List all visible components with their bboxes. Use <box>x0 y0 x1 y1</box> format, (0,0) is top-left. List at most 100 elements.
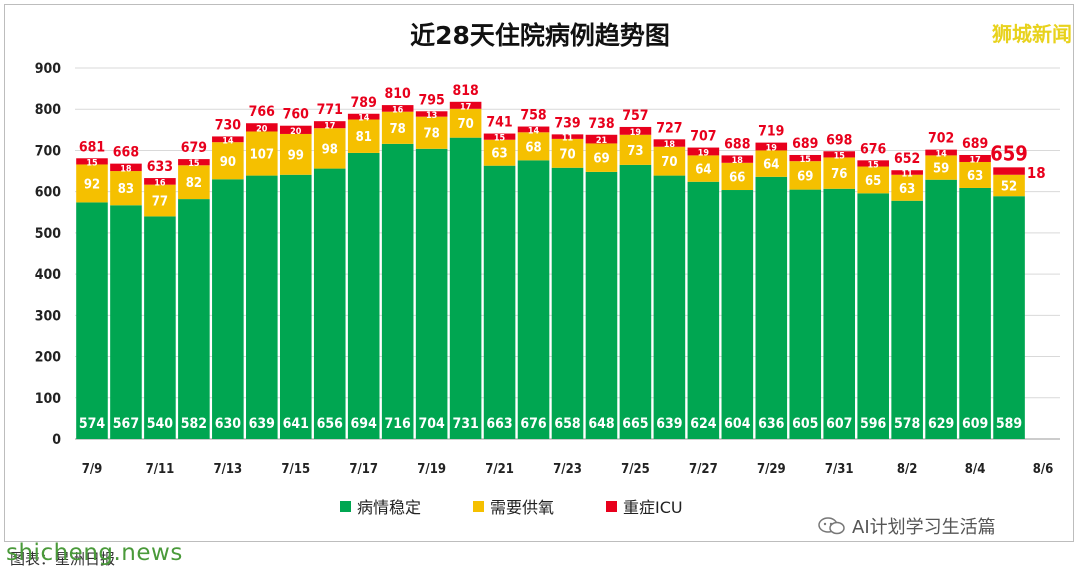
data-label-stable: 605 <box>792 416 818 432</box>
bar-segment-stable <box>925 179 957 439</box>
bar-segment-stable <box>313 168 346 440</box>
data-label-oxygen: 81 <box>356 130 372 145</box>
x-tick-label: 7/31 <box>825 462 854 477</box>
data-label-stable: 641 <box>283 416 309 432</box>
data-label-total: 739 <box>554 115 580 131</box>
data-label-icu: 17 <box>460 102 471 112</box>
data-label-oxygen: 69 <box>593 152 609 167</box>
bar-segment-icu <box>925 149 957 156</box>
bar-segment-stable <box>959 187 991 439</box>
bar-segment-stable <box>823 188 856 439</box>
data-label-icu: 18 <box>120 164 132 174</box>
data-label-stable: 656 <box>317 416 344 432</box>
y-tick-label: 300 <box>35 308 62 324</box>
data-label-oxygen: 83 <box>118 182 134 197</box>
data-label-oxygen: 107 <box>250 148 274 163</box>
y-tick-label: 200 <box>35 350 62 366</box>
y-tick-label: 600 <box>35 185 62 201</box>
data-label-oxygen: 70 <box>661 155 677 170</box>
data-label-oxygen: 59 <box>933 162 949 177</box>
bar-segment-icu <box>76 158 108 165</box>
bar-segment-stable <box>76 202 108 439</box>
wechat-watermark: AI计划学习生活篇 <box>818 513 996 539</box>
data-label-total: 810 <box>385 86 412 102</box>
bar-segment-stable <box>110 205 142 439</box>
data-label-total: 727 <box>656 120 682 136</box>
bar-segment-icu <box>246 123 278 132</box>
bar-segment-oxygen <box>993 174 1025 197</box>
legend-item-oxygen: 需要供氧 <box>473 494 554 518</box>
bar-segment-stable <box>619 164 652 439</box>
data-label-oxygen: 52 <box>1001 179 1017 194</box>
bar-segment-icu <box>551 134 584 139</box>
bar-segment-oxygen <box>721 162 754 191</box>
y-tick-label: 100 <box>35 391 62 407</box>
legend-item-stable: 病情稳定 <box>340 494 421 518</box>
data-label-icu: 19 <box>630 128 642 138</box>
x-tick-label: 7/25 <box>621 462 650 477</box>
data-label-total: 679 <box>181 140 207 156</box>
data-label-stable: 648 <box>588 416 614 432</box>
legend-label-oxygen: 需要供氧 <box>490 498 555 517</box>
data-label-oxygen: 76 <box>831 167 847 182</box>
bar-segment-icu <box>959 154 991 162</box>
bar-segment-stable <box>144 216 176 439</box>
bar-segment-stable <box>246 175 278 439</box>
data-label-total: 818 <box>452 83 478 99</box>
bar-segment-icu <box>585 134 618 144</box>
bar-segment-stable <box>381 143 414 440</box>
data-label-total: 681 <box>79 139 105 155</box>
data-label-stable: 604 <box>724 416 751 432</box>
data-label-total: 766 <box>249 104 276 120</box>
bar-segment-stable <box>789 189 822 439</box>
y-tick-label: 900 <box>35 61 62 77</box>
bar-segment-stable <box>279 174 312 439</box>
x-tick-label: 7/15 <box>281 462 310 477</box>
bar-segment-oxygen <box>585 143 618 172</box>
data-label-stable: 636 <box>758 416 785 432</box>
data-label-oxygen: 78 <box>423 127 439 142</box>
bar-segment-oxygen <box>313 128 346 169</box>
data-label-total: 795 <box>418 92 444 108</box>
bar-segment-icu <box>993 167 1025 175</box>
bar-segment-icu <box>483 133 516 140</box>
y-tick-label: 800 <box>35 102 62 118</box>
legend-swatch-stable <box>340 500 351 512</box>
bar-segment-stable <box>178 199 210 439</box>
data-label-total: 730 <box>215 117 242 133</box>
bar-segment-icu <box>517 126 550 133</box>
data-label-total: 698 <box>826 132 852 148</box>
data-label-stable: 596 <box>860 416 887 432</box>
data-label-total: 633 <box>147 159 173 175</box>
site-watermark: shicheng.news <box>6 540 183 566</box>
x-tick-label: 8/6 <box>1033 462 1054 477</box>
data-label-icu: 19 <box>766 144 778 154</box>
bar-segment-icu <box>619 126 652 135</box>
data-label-total: 760 <box>283 107 310 123</box>
legend-swatch-oxygen <box>473 500 485 512</box>
data-label-total: 659 <box>990 141 1028 165</box>
data-label-stable: 694 <box>351 416 378 432</box>
x-tick-label: 7/19 <box>417 462 446 477</box>
data-label-stable: 629 <box>928 416 954 432</box>
data-label-icu: 16 <box>154 178 166 188</box>
x-tick-label: 7/11 <box>146 462 175 477</box>
bar-segment-stable <box>449 137 482 439</box>
bar-segment-oxygen <box>959 161 991 188</box>
data-label-total: 758 <box>520 108 546 124</box>
data-label-icu: 19 <box>698 148 710 158</box>
bar-segment-oxygen <box>347 119 380 153</box>
data-label-icu: 15 <box>868 160 880 170</box>
bar-segment-stable <box>993 196 1025 439</box>
bar-segment-icu <box>449 101 482 109</box>
brand-logo: 狮城新闻 <box>992 22 1072 46</box>
data-label-stable: 630 <box>215 416 242 432</box>
bar-segment-oxygen <box>449 108 482 138</box>
bar-segment-icu <box>687 147 720 156</box>
data-label-stable: 567 <box>113 416 139 432</box>
data-label-icu: 14 <box>528 126 540 136</box>
data-label-oxygen: 64 <box>695 163 711 178</box>
data-label-stable: 704 <box>418 416 445 432</box>
bar-segment-icu <box>144 178 176 185</box>
data-label-total: 719 <box>758 124 784 140</box>
